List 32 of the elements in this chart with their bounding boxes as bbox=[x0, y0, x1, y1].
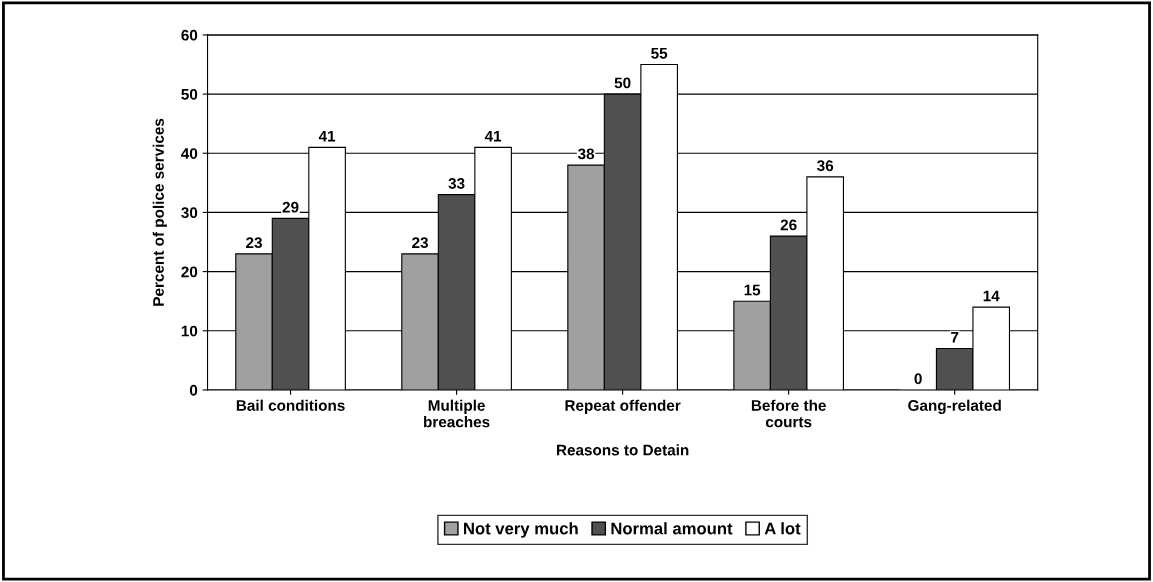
y-tick-label: 60 bbox=[181, 29, 198, 41]
data-label: 29 bbox=[282, 201, 299, 213]
y-tick-label: 20 bbox=[181, 266, 198, 278]
data-label: 55 bbox=[651, 48, 668, 59]
legend-label: Not very much bbox=[464, 522, 578, 538]
data-label: 14 bbox=[983, 290, 1000, 302]
legend-label: Normal amount bbox=[611, 522, 733, 535]
data-label: 38 bbox=[577, 148, 595, 160]
data-label: 41 bbox=[318, 130, 336, 142]
data-label: 36 bbox=[817, 160, 834, 172]
y-tick-label: 50 bbox=[181, 88, 198, 100]
y-tick-label: 40 bbox=[181, 148, 198, 159]
legend-label: A lot bbox=[764, 522, 801, 535]
x-tick-label: Gang-related bbox=[908, 399, 1001, 414]
y-tick-label: 0 bbox=[189, 384, 198, 396]
y-axis-title: Percent of police services bbox=[152, 118, 167, 306]
data-label: 33 bbox=[448, 178, 465, 189]
data-label: 23 bbox=[246, 237, 262, 249]
x-tick-label: Repeat offender bbox=[565, 399, 681, 414]
x-axis-title: Reasons to Detain bbox=[557, 444, 689, 456]
data-label: 26 bbox=[780, 219, 797, 231]
data-label: 7 bbox=[951, 332, 959, 343]
y-tick-label: 10 bbox=[181, 325, 198, 337]
x-tick-label: Bail conditions bbox=[236, 399, 345, 411]
y-tick-label: 30 bbox=[181, 207, 198, 219]
data-label: 15 bbox=[744, 284, 761, 296]
data-label: 41 bbox=[484, 130, 502, 142]
data-label: 23 bbox=[412, 237, 429, 249]
data-label: 50 bbox=[614, 77, 631, 89]
data-label: 0 bbox=[914, 373, 922, 385]
x-tick-label: Before the courts bbox=[751, 399, 826, 428]
x-tick-label: Multiple breaches bbox=[424, 399, 490, 428]
